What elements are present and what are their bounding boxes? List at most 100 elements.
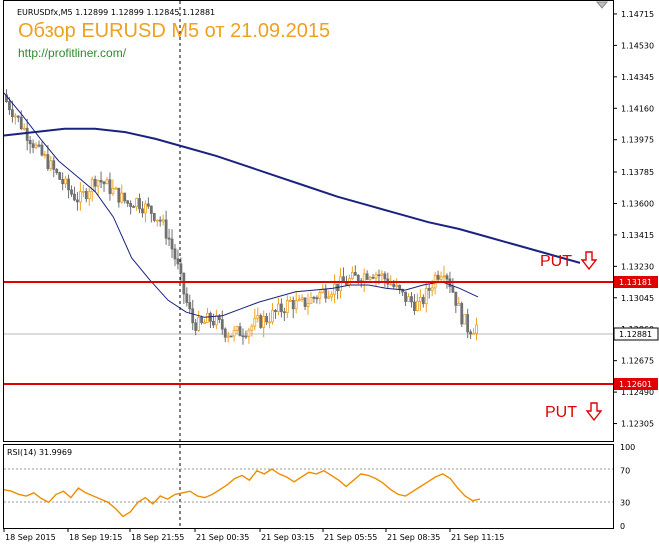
candle-body xyxy=(58,172,62,180)
candle-body xyxy=(244,335,248,338)
candle-body xyxy=(339,276,342,292)
down-arrow-icon xyxy=(580,251,598,271)
candle-body xyxy=(454,291,458,306)
candle-body xyxy=(10,109,14,118)
main-pane[interactable] xyxy=(3,0,614,442)
candle-body xyxy=(472,332,475,335)
put-label-upper: PUT xyxy=(540,253,572,270)
candle-body xyxy=(297,299,301,302)
candle-body xyxy=(430,287,434,291)
candle-body xyxy=(120,192,124,203)
candle-body xyxy=(197,316,201,331)
candle-body xyxy=(19,116,23,130)
candle-body xyxy=(117,187,121,203)
rsi-tick-label: 70 xyxy=(620,467,630,476)
candle-body xyxy=(161,219,165,222)
candle-body xyxy=(262,316,266,328)
candle-body xyxy=(64,178,68,185)
rsi-label: RSI(14) 31.9969 xyxy=(7,448,72,457)
candle-body xyxy=(424,287,428,305)
candle-body xyxy=(96,180,100,187)
time-tick-label: 21 Sep 08:35 xyxy=(387,533,440,542)
candle-body xyxy=(265,316,269,323)
candle-body xyxy=(288,300,292,302)
candle-body xyxy=(194,322,198,331)
candle-body xyxy=(371,276,375,279)
candle-body xyxy=(250,325,254,331)
candle-body xyxy=(268,321,271,324)
put-label-lower: PUT xyxy=(545,404,577,421)
ma-fast-line xyxy=(3,92,479,318)
candle-body xyxy=(78,191,82,203)
candle-body xyxy=(185,293,189,303)
candle-body xyxy=(111,187,115,194)
candle-body xyxy=(182,272,186,295)
candle-body xyxy=(84,190,88,200)
candle-body xyxy=(99,180,103,183)
rsi-tick-label: 0 xyxy=(620,522,625,531)
candle-body xyxy=(176,258,180,265)
candle-body xyxy=(324,288,328,299)
candle-body xyxy=(220,319,224,330)
candle-body xyxy=(144,203,147,214)
candle-body xyxy=(256,315,260,319)
candle-body xyxy=(380,273,384,276)
candle-body xyxy=(214,315,218,326)
candle-body xyxy=(442,275,446,278)
candle-body xyxy=(34,144,38,148)
candle-body xyxy=(418,296,422,302)
candle-body xyxy=(445,275,449,280)
candle-body xyxy=(389,283,393,286)
rsi-axis: 100 70 30 0 xyxy=(620,443,635,531)
price-tick-label: 1.13230 xyxy=(621,262,654,271)
candle-body xyxy=(306,302,310,307)
time-tick-label: 18 Sep 21:55 xyxy=(131,533,184,542)
candle-body xyxy=(235,326,239,331)
candle-body xyxy=(206,312,209,323)
candle-body xyxy=(191,308,195,324)
candle-body xyxy=(158,219,162,222)
symbol-info-line: EURUSDfx,M5 1.12899 1.12899 1.12845 1.12… xyxy=(17,8,215,17)
candle-body xyxy=(102,181,106,185)
time-tick-label: 21 Sep 00:35 xyxy=(196,533,249,542)
down-arrow-icon xyxy=(585,402,603,422)
site-url[interactable]: http://profitliner.com/ xyxy=(18,46,127,60)
candle-body xyxy=(152,213,156,221)
candle-body xyxy=(40,144,44,156)
candle-body xyxy=(108,179,112,194)
time-tick-label: 21 Sep 05:55 xyxy=(324,533,377,542)
candle-body xyxy=(229,335,233,338)
candle-body xyxy=(238,326,242,337)
rsi-tick-label: 30 xyxy=(620,498,630,507)
price-tick-label: 1.14345 xyxy=(621,73,654,82)
candle-body xyxy=(170,238,174,250)
candle-body xyxy=(309,296,313,304)
candle-body xyxy=(87,191,91,200)
candle-body xyxy=(126,200,130,204)
candle-body xyxy=(52,160,56,170)
candle-body xyxy=(93,178,97,187)
rsi-line xyxy=(3,468,481,518)
candle-body xyxy=(421,296,425,305)
candle-body xyxy=(392,283,396,288)
chart-shift-icon[interactable] xyxy=(595,1,609,9)
candle-body xyxy=(146,203,150,207)
rsi-pane[interactable] xyxy=(3,444,614,529)
candle-body xyxy=(105,179,109,185)
candle-body xyxy=(374,274,378,279)
candle-body xyxy=(81,190,85,193)
level-badge-upper-text: 1.13181 xyxy=(619,278,652,287)
time-tick-label: 21 Sep 03:15 xyxy=(261,533,314,542)
candle-body xyxy=(401,288,405,293)
candle-body xyxy=(466,314,470,333)
candle-body xyxy=(356,274,360,282)
candle-body xyxy=(209,312,212,322)
candle-body xyxy=(274,309,277,313)
candle-body xyxy=(407,296,410,302)
candle-body xyxy=(70,189,73,195)
level-badge-lower xyxy=(614,378,658,390)
candle-body xyxy=(285,300,289,314)
candle-body xyxy=(280,303,283,313)
rsi-tick-label: 100 xyxy=(620,443,635,452)
